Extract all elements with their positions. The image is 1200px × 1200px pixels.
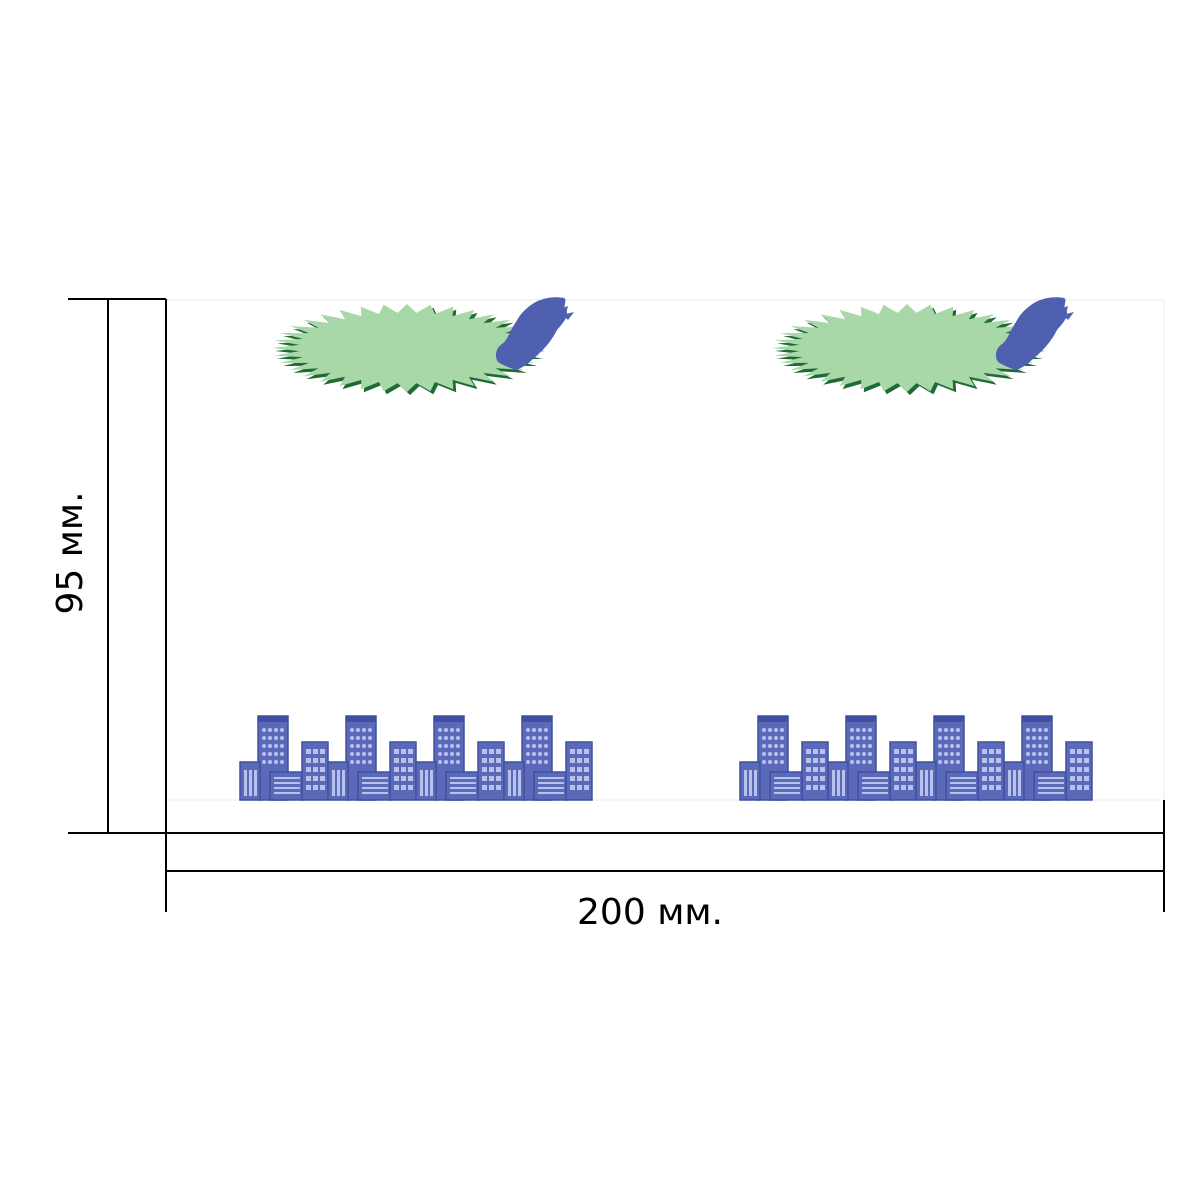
height-label: 95 мм. xyxy=(50,491,91,614)
width-dimension xyxy=(165,800,1165,912)
spiky-cloud-icon xyxy=(272,297,574,395)
city-buildings-icon xyxy=(239,715,593,801)
height-dimension xyxy=(68,298,1164,834)
width-label: 200 мм. xyxy=(577,892,723,933)
spiky-cloud-icon xyxy=(772,297,1074,395)
city-buildings-icon xyxy=(739,715,1093,801)
